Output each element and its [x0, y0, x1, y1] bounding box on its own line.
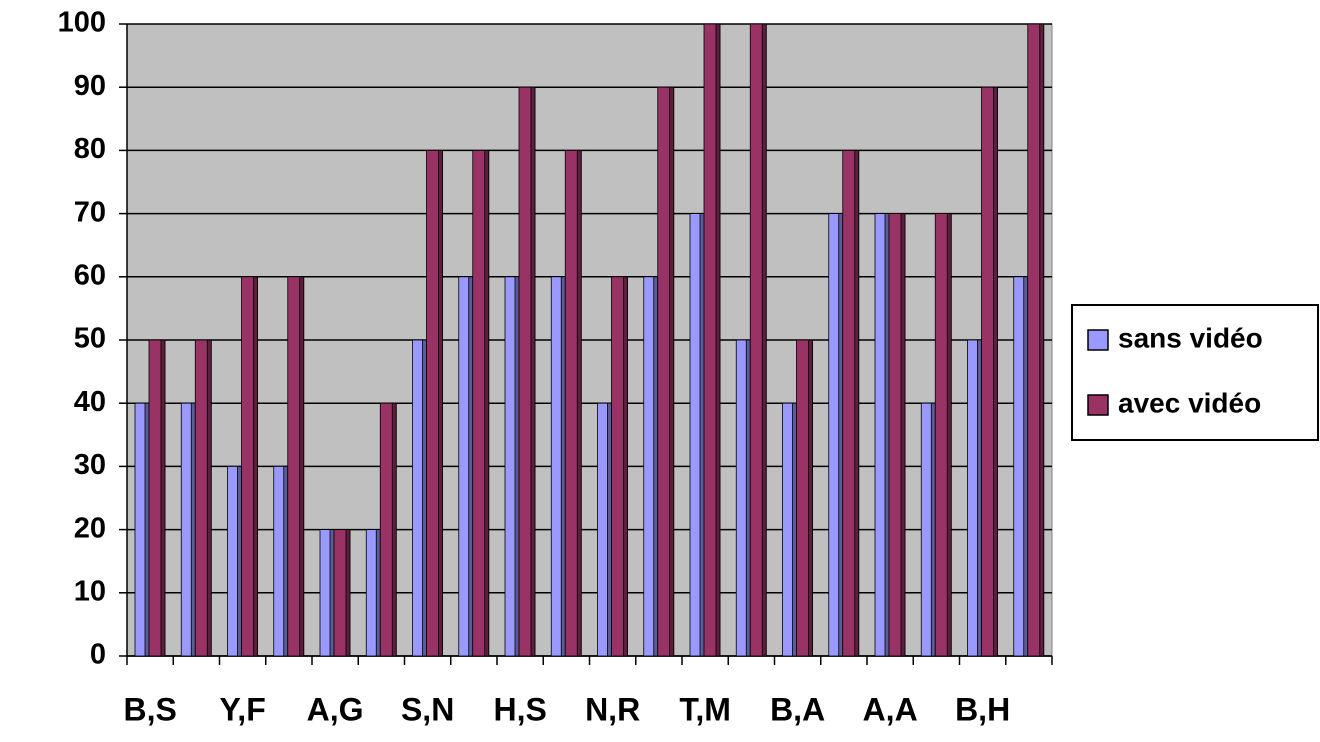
bar-side [345, 529, 351, 657]
bar-side [745, 339, 751, 657]
bar-side [206, 339, 212, 657]
bar-side [253, 276, 258, 657]
bar-side [530, 86, 536, 657]
bar-side [623, 276, 628, 657]
y-tick-label: 10 [74, 575, 106, 607]
bar-side [160, 339, 166, 657]
bar-side [283, 465, 289, 657]
legend-swatch [1087, 329, 1109, 351]
x-tick-label: A,G [307, 691, 364, 727]
bar-side [299, 276, 305, 657]
bar-side [422, 339, 427, 657]
x-tick-label: N,R [585, 691, 640, 727]
bar-side [514, 276, 520, 657]
bar-side [854, 149, 860, 657]
bar-side [715, 23, 721, 657]
bar-side [946, 213, 952, 657]
bar-side [391, 402, 397, 657]
x-tick-label: S,N [401, 691, 454, 727]
x-tick-label: H,S [493, 691, 546, 727]
bar-side [930, 402, 936, 657]
y-tick-label: 30 [74, 449, 106, 481]
bar-side [653, 276, 659, 657]
y-tick-label: 60 [74, 259, 106, 291]
x-tick-label: B,H [955, 691, 1010, 727]
x-tick-label: B,A [770, 691, 825, 727]
bar-side [838, 213, 844, 657]
bar-side [607, 402, 612, 657]
y-tick-label: 50 [74, 323, 106, 355]
bar-side [884, 213, 890, 657]
bar-side [669, 86, 675, 657]
bar-side [560, 276, 566, 657]
bar-side [792, 402, 797, 657]
bar-side [468, 276, 474, 657]
y-tick-label: 0 [90, 639, 106, 671]
legend-label: avec vidéo [1118, 387, 1261, 418]
y-tick-label: 90 [74, 70, 106, 102]
bar-side [375, 529, 381, 657]
y-tick-label: 20 [74, 512, 106, 544]
bar-side [977, 339, 982, 657]
y-tick-label: 40 [74, 386, 106, 418]
bar-side [699, 213, 705, 657]
bar-side [993, 86, 998, 657]
bar-side [484, 149, 490, 657]
bar-side [808, 339, 813, 657]
y-tick-label: 100 [58, 7, 106, 39]
bar-side [576, 149, 582, 657]
x-tick-label: B,S [123, 691, 176, 727]
bar-side [1023, 276, 1029, 657]
bar-side [190, 402, 196, 657]
x-tick-label: Y,F [220, 691, 266, 727]
bar-side [761, 23, 767, 657]
legend-box [1071, 304, 1319, 441]
bar-side [438, 149, 443, 657]
x-tick-label: A,A [863, 691, 918, 727]
bar-side [237, 465, 242, 657]
bar-side [900, 213, 906, 657]
bar-side [329, 529, 335, 657]
legend-swatch [1087, 394, 1109, 416]
bar-side [144, 402, 150, 657]
bar-side [1039, 23, 1045, 657]
x-tick-label: T,M [679, 691, 731, 727]
y-tick-label: 70 [74, 196, 106, 228]
y-tick-label: 80 [74, 133, 106, 165]
legend-label: sans vidéo [1118, 322, 1263, 353]
